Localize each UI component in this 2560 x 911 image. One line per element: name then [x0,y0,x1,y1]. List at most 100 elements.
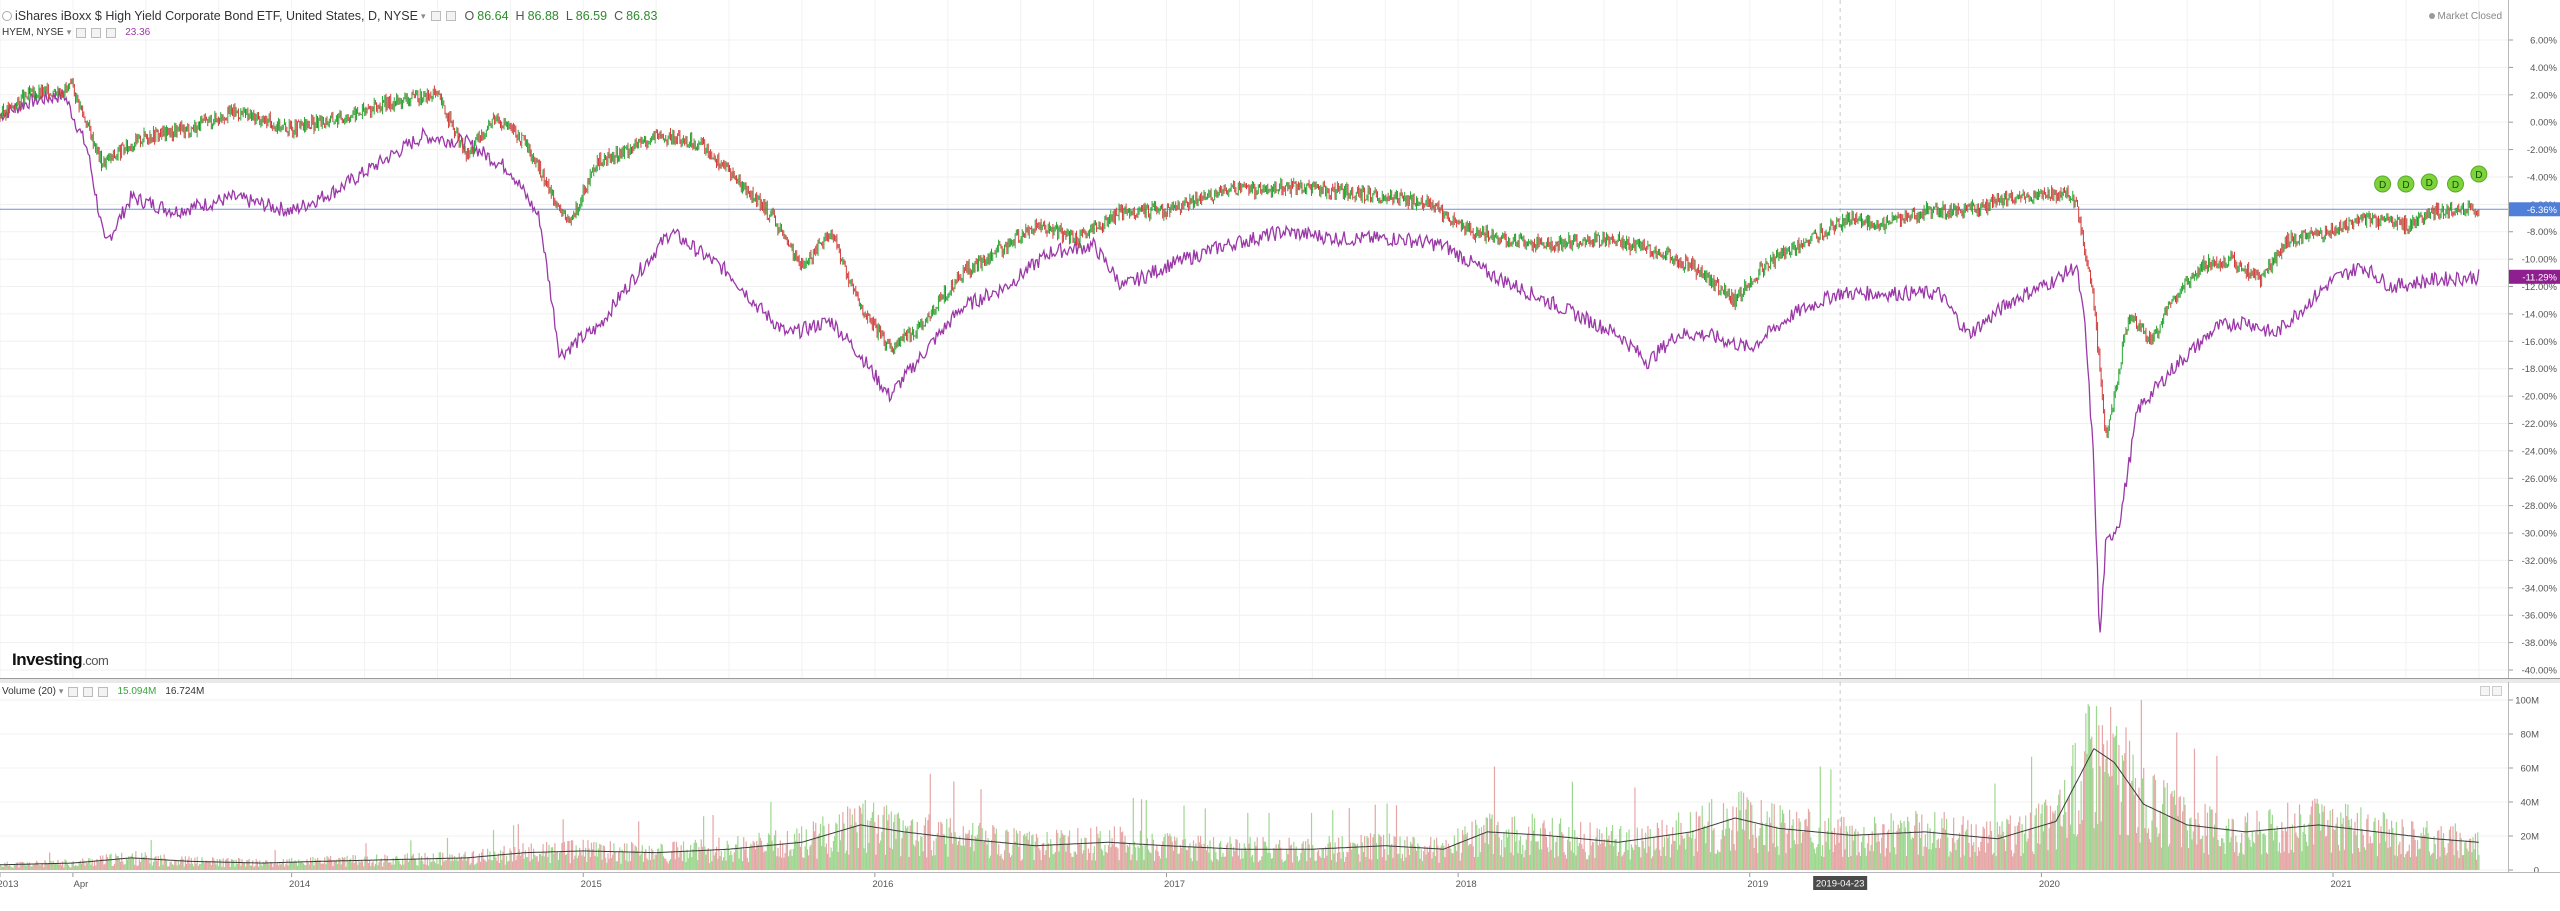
volume-bar [206,860,208,870]
visibility-icon[interactable] [430,11,441,21]
volume-bar [549,863,551,870]
volume-bar [626,843,628,870]
volume-bar [2300,814,2302,870]
settings-icon[interactable] [445,11,456,21]
volume-bar [126,859,129,870]
volume-bar [504,864,506,870]
volume-bar [1706,826,1708,870]
volume-bar [1007,831,1009,870]
settings-icon[interactable] [91,27,102,38]
close-icon[interactable] [98,686,109,697]
volume-bar [1971,845,1974,870]
volume-bar [1432,852,1434,870]
volume-bar [1131,854,1133,870]
dividend-marker-circle [2374,175,2392,193]
pane-separator[interactable] [0,678,2560,683]
volume-bar [1492,853,1494,870]
volume-bar [1466,832,1468,870]
volume-bar [1101,850,1104,870]
pane-maximize-icon[interactable] [2492,686,2502,696]
volume-bar [1894,847,1896,870]
pane-up-icon[interactable] [2480,686,2490,696]
volume-bar [422,861,424,870]
volume-bar [279,862,281,870]
volume-bar [2427,833,2429,870]
volume-bar [1117,848,1119,870]
close-icon[interactable] [106,27,117,38]
volume-bar [1590,845,1592,870]
volume-bar [897,812,899,870]
settings-icon[interactable] [83,686,94,697]
volume-bar [1852,840,1854,870]
volume-bar [193,866,195,870]
volume-bar [2291,824,2294,870]
volume-bar [276,862,279,870]
volume-bar [37,862,39,870]
volume-bar [1786,833,1788,870]
volume-bar [1976,855,1978,870]
volume-bar [113,863,116,870]
compare-symbol[interactable]: HYEM, NYSE [2,27,64,38]
volume-bar [2395,821,2397,870]
volume-bar [1066,843,1068,870]
chevron-down-icon[interactable]: ▾ [420,10,426,21]
volume-bar [959,835,961,870]
chevron-down-icon[interactable]: ▾ [66,27,72,37]
visibility-icon[interactable] [68,686,79,697]
visibility-icon[interactable] [76,27,87,38]
volume-bar [2401,819,2403,870]
price-axis[interactable]: 6.00%4.00%2.00%0.00%-2.00%-4.00%-6.00%-8… [2508,0,2560,678]
volume-bar [1148,849,1150,870]
volume-bar [974,836,976,870]
volume-bar [2132,754,2134,870]
volume-bar [2055,849,2057,870]
collapse-icon[interactable] [2,11,12,21]
time-axis[interactable]: 2013 Apr 2014 2015 2016 2017 2018 2019 2020 2021 2… [0,872,2560,906]
volume-bar [1798,818,1800,870]
volume-bar [746,857,748,870]
volume-pane[interactable] [0,682,2508,872]
close-label: C [614,9,624,23]
volume-bar [1430,836,1432,870]
symbol-title[interactable]: iShares iBoxx $ High Yield Corporate Bon… [15,9,418,23]
volume-bar [687,858,689,870]
volume-bar [1235,839,1237,870]
volume-bar [714,852,717,870]
volume-bar [152,862,155,870]
volume-bar [1441,842,1444,870]
volume-bar [315,860,318,870]
volume-bar [594,856,596,870]
volume-bar [1856,855,1858,870]
volume-bar [373,866,375,870]
volume-bar [557,859,560,870]
chevron-down-icon[interactable]: ▾ [58,686,64,696]
volume-bar [2193,748,2196,870]
volume-bar [1884,856,1886,870]
volume-bar [1797,844,1799,870]
volume-bar [429,859,431,870]
volume-bar [863,848,865,870]
volume-bar [1173,836,1176,870]
volume-bar [354,855,356,870]
volume-bar [78,861,80,870]
volume-bar [2049,805,2052,870]
volume-axis[interactable]: 0 20M 40M 60M 80M 100M [2508,682,2560,877]
volume-bar [1606,827,1608,870]
volume-bar [420,856,423,870]
volume-bar [1305,840,1307,870]
volume-bar [1436,837,1438,870]
volume-bar [1583,833,1585,870]
compare-legend: HYEM, NYSE ▾ 23.36 [2,27,150,38]
volume-title[interactable]: Volume (20) [2,686,56,697]
volume-bar [360,860,362,870]
volume-bar [1584,851,1586,870]
volume-bar [615,861,617,870]
volume-bar [1634,787,1636,870]
volume-bar [1621,856,1623,870]
volume-bar [5,863,7,870]
volume-bar [2252,841,2255,870]
volume-bar [909,825,911,870]
volume-bar [2183,796,2185,870]
volume-bar [871,811,874,870]
